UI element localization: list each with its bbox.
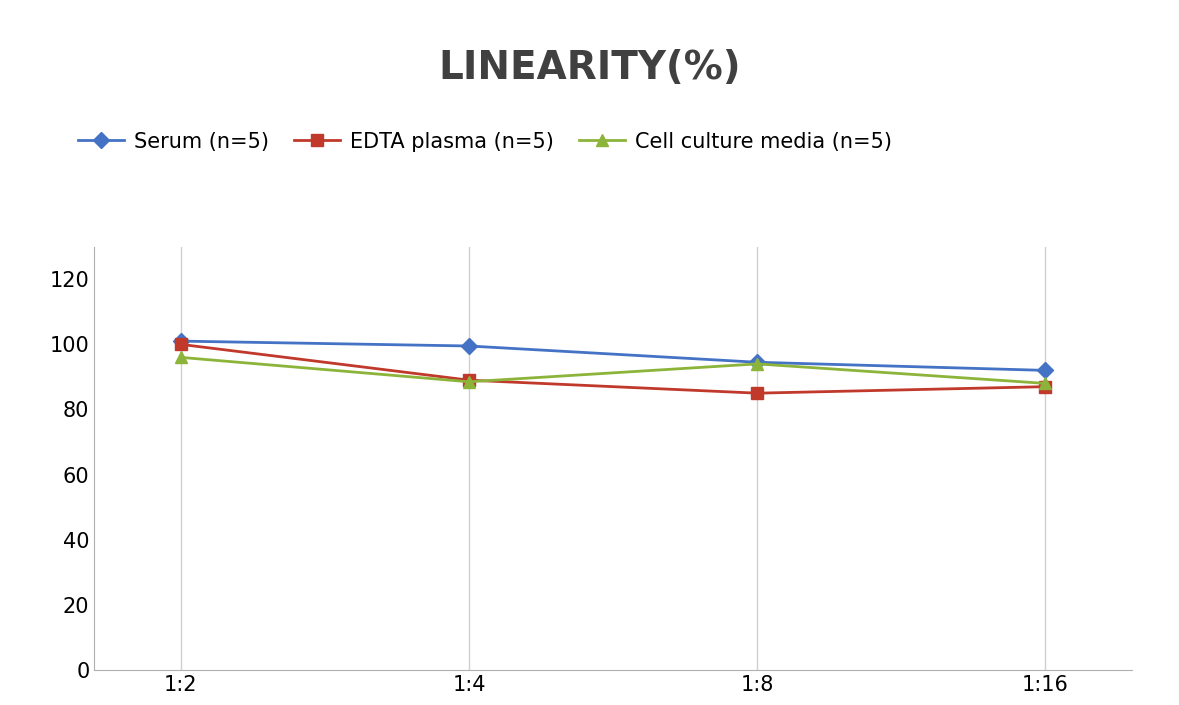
Line: EDTA plasma (n=5): EDTA plasma (n=5) — [176, 339, 1050, 399]
Line: Serum (n=5): Serum (n=5) — [176, 336, 1050, 376]
Line: Cell culture media (n=5): Cell culture media (n=5) — [176, 352, 1050, 389]
Legend: Serum (n=5), EDTA plasma (n=5), Cell culture media (n=5): Serum (n=5), EDTA plasma (n=5), Cell cul… — [70, 123, 901, 160]
Serum (n=5) — [1039, 366, 1053, 374]
Serum (n=5) — [173, 337, 187, 345]
Cell culture media (n=5) — [462, 378, 476, 386]
Serum (n=5) — [750, 358, 764, 367]
EDTA plasma (n=5) — [1039, 382, 1053, 391]
EDTA plasma (n=5) — [462, 376, 476, 384]
Serum (n=5) — [462, 342, 476, 350]
EDTA plasma (n=5) — [750, 389, 764, 398]
Cell culture media (n=5) — [173, 353, 187, 362]
Cell culture media (n=5) — [750, 360, 764, 368]
Text: LINEARITY(%): LINEARITY(%) — [439, 49, 740, 87]
EDTA plasma (n=5) — [173, 340, 187, 348]
Cell culture media (n=5) — [1039, 379, 1053, 388]
